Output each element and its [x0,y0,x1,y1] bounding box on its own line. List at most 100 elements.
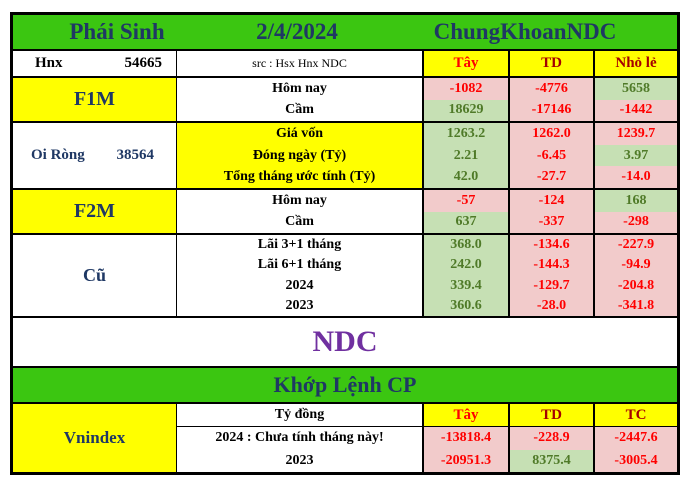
value-cell: -227.9 [595,235,677,256]
section-label-f2m: F2M [13,190,177,233]
f2m-rows: Hôm nay -57 -124 168 Cầm 637 -337 -298 [177,190,677,233]
value-cell: -3005.4 [595,449,677,472]
value-cell: -28.0 [510,295,595,316]
table-row: Hôm nay -57 -124 168 [177,190,677,212]
section-cu: Cũ Lãi 3+1 tháng 368.0 -134.6 -227.9 Lãi… [13,233,677,316]
oi-rong-value: 38564 [116,147,155,163]
table-row: Cầm 637 -337 -298 [177,211,677,233]
title-market: Phái Sinh [69,19,165,44]
value-cell: 1262.0 [510,123,595,145]
row-label: 2024 [177,275,424,296]
table-row: Đóng ngày (Tỷ) 2.21 -6.45 3.97 [177,144,677,167]
section-f2m: F2M Hôm nay -57 -124 168 Cầm 637 -337 -2… [13,188,677,233]
value-cell: -129.7 [510,275,595,296]
value-cell: 339.4 [424,275,510,296]
section-label-oi-rong: Oi Ròng 38564 [13,123,177,188]
ndc-banner: NDC [13,316,677,366]
oi-rong-label: Oi Ròng [31,147,85,163]
value-cell: 360.6 [424,295,510,316]
section-label-f1m: F1M [13,78,177,121]
column-header-td: TD [510,51,595,76]
value-cell: -17146 [510,99,595,121]
value-cell: 168 [595,190,677,212]
value-cell: 1239.7 [595,123,677,145]
table-row: Cầm 18629 -17146 -1442 [177,99,677,121]
info-row: Hnx 54665 src : Hsx Hnx NDC Tây TD Nhỏ l… [13,49,677,76]
row-label: Hôm nay [177,78,424,100]
row-label: Giá vốn [177,123,424,145]
f1m-rows: Hôm nay -1082 -4776 5658 Cầm 18629 -1714… [177,78,677,121]
source-label: src : Hsx Hnx NDC [252,56,347,70]
cu-rows: Lãi 3+1 tháng 368.0 -134.6 -227.9 Lãi 6+… [177,235,677,316]
value-cell: -1442 [595,99,677,121]
value-cell: 1263.2 [424,123,510,145]
value-cell: 3.97 [595,144,677,167]
exchange-label: Hnx [35,55,63,71]
derivatives-report-table: Phái Sinh 2/4/2024 ChungKhoanNDC Hnx 546… [10,12,680,475]
column-header-tay: Tây [424,404,510,427]
value-cell: -134.6 [510,235,595,256]
value-cell: -4776 [510,78,595,100]
section-label-vnindex: Vnindex [13,404,177,472]
row-label: Lãi 3+1 tháng [177,235,424,256]
exchange-cell: Hnx 54665 [13,51,177,76]
column-header-tay: Tây [424,51,510,76]
value-cell: 2.21 [424,144,510,167]
value-cell: -341.8 [595,295,677,316]
source-cell: src : Hsx Hnx NDC [177,51,424,76]
value-cell: -2447.6 [595,427,677,450]
table-row: Tổng tháng ước tính (Tỷ) 42.0 -27.7 -14.… [177,166,677,189]
table-row: 2024 : Chưa tính tháng này! -13818.4 -22… [177,427,677,450]
value-cell: 637 [424,211,510,233]
table-row: Lãi 6+1 tháng 242.0 -144.3 -94.9 [177,255,677,276]
row-label: Tổng tháng ước tính (Tỷ) [177,166,424,189]
value-cell: 242.0 [424,255,510,276]
value-cell: -204.8 [595,275,677,296]
value-cell: -337 [510,211,595,233]
column-header-td: TD [510,404,595,427]
section-vnindex: Vnindex Tỷ đồng Tây TD TC 2024 : Chưa tí… [13,402,677,472]
exchange-value: 54665 [124,55,163,71]
row-label: 2023 [177,295,424,316]
value-cell: -124 [510,190,595,212]
value-cell: -13818.4 [424,427,510,450]
section-f1m: F1M Hôm nay -1082 -4776 5658 Cầm 18629 -… [13,76,677,121]
table-row: Lãi 3+1 tháng 368.0 -134.6 -227.9 [177,235,677,256]
value-cell: -298 [595,211,677,233]
khop-lenh-header: Khớp Lệnh CP [13,366,677,402]
value-cell: 8375.4 [510,449,595,472]
value-cell: 42.0 [424,166,510,189]
column-header-tc: TC [595,404,677,427]
row-label: 2024 : Chưa tính tháng này! [177,427,424,450]
column-header-nhole: Nhỏ lẻ [595,51,677,76]
value-cell: 368.0 [424,235,510,256]
title-brand: ChungKhoanNDC [433,19,617,44]
title-date: 2/4/2024 [256,19,338,44]
row-label: Đóng ngày (Tỷ) [177,144,424,167]
title-bar: Phái Sinh 2/4/2024 ChungKhoanNDC [13,15,677,49]
value-cell: -94.9 [595,255,677,276]
row-label: 2023 [177,449,424,472]
table-row: 2023 360.6 -28.0 -341.8 [177,295,677,316]
table-row: 2023 -20951.3 8375.4 -3005.4 [177,449,677,472]
value-cell: -144.3 [510,255,595,276]
oi-rong-rows: Giá vốn 1263.2 1262.0 1239.7 Đóng ngày (… [177,123,677,189]
value-cell: -27.7 [510,166,595,189]
row-label: Hôm nay [177,190,424,212]
value-cell: -57 [424,190,510,212]
table-row: Hôm nay -1082 -4776 5658 [177,78,677,100]
value-cell: -20951.3 [424,449,510,472]
row-label: Cầm [177,211,424,233]
value-cell: -1082 [424,78,510,100]
table-row: 2024 339.4 -129.7 -204.8 [177,275,677,296]
section-label-cu: Cũ [13,235,177,316]
row-label: Lãi 6+1 tháng [177,255,424,276]
unit-label: Tỷ đồng [177,404,424,427]
value-cell: -228.9 [510,427,595,450]
value-cell: -6.45 [510,144,595,167]
value-cell: -14.0 [595,166,677,189]
vnindex-rows: Tỷ đồng Tây TD TC 2024 : Chưa tính tháng… [177,404,677,472]
section-oi-rong: Oi Ròng 38564 Giá vốn 1263.2 1262.0 1239… [13,121,677,189]
row-label: Cầm [177,99,424,121]
